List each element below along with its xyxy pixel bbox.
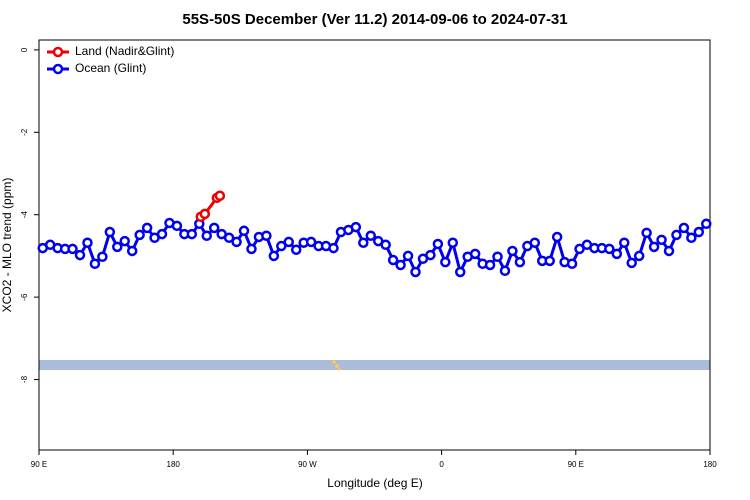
point	[395, 259, 406, 271]
point	[186, 228, 198, 240]
y-tick-label: 0	[20, 47, 29, 52]
surface-speck	[337, 367, 341, 371]
point	[214, 190, 226, 202]
legend-label: Ocean (Glint)	[75, 61, 146, 75]
x-tick-label: 0	[439, 460, 444, 469]
point	[223, 232, 235, 244]
point	[380, 239, 391, 251]
point	[156, 228, 168, 240]
x-tick-label: 90 E	[568, 460, 584, 469]
point	[648, 241, 660, 253]
point	[447, 237, 459, 248]
point	[97, 251, 108, 262]
point	[499, 265, 511, 277]
point	[238, 225, 250, 237]
y-tick-label: -8	[20, 375, 29, 383]
x-tick-label: 180	[703, 460, 717, 469]
point	[261, 230, 272, 241]
point	[82, 237, 93, 248]
chart-title: 55S-50S December (Ver 11.2) 2014-09-06 t…	[182, 11, 567, 28]
y-axis-label: XCO2 - MLO trend (ppm)	[0, 178, 14, 313]
point	[671, 229, 682, 241]
point	[693, 226, 705, 238]
point	[626, 257, 637, 269]
point	[574, 243, 585, 255]
y-tick-label: -6	[20, 293, 29, 301]
legend-marker	[52, 46, 64, 58]
x-axis-label: Longitude (deg E)	[327, 476, 422, 490]
point	[514, 256, 526, 268]
point	[686, 232, 697, 244]
point	[492, 251, 503, 262]
point	[619, 237, 630, 248]
point	[141, 222, 153, 234]
legend-label: Land (Nadir&Glint)	[75, 44, 174, 58]
point	[656, 234, 667, 246]
point	[663, 245, 675, 257]
point	[454, 266, 466, 278]
point	[484, 259, 496, 271]
point	[119, 235, 130, 247]
surface-strip	[39, 360, 710, 370]
point	[641, 227, 652, 239]
y-tick-label: -2	[20, 128, 29, 136]
point	[231, 236, 242, 248]
x-tick-label: 90 W	[298, 460, 317, 469]
point	[134, 229, 145, 241]
point	[208, 222, 220, 234]
point	[701, 218, 712, 230]
point	[365, 230, 377, 241]
x-tick-label: 180	[167, 460, 181, 469]
point	[199, 208, 211, 220]
point	[387, 254, 399, 266]
legend-marker	[52, 63, 64, 75]
point	[104, 226, 116, 238]
point	[67, 243, 78, 255]
point	[604, 243, 615, 255]
point	[529, 237, 541, 248]
point	[74, 249, 86, 261]
point	[611, 248, 623, 260]
point	[126, 245, 138, 257]
point	[268, 250, 280, 262]
point	[410, 266, 421, 278]
point	[469, 248, 481, 260]
point	[566, 258, 578, 269]
point	[425, 249, 436, 261]
point	[350, 221, 362, 233]
point	[551, 231, 563, 243]
point	[290, 244, 302, 255]
x-tick-label: 90 E	[31, 460, 47, 469]
point	[507, 245, 518, 257]
point	[432, 238, 444, 250]
point	[283, 236, 295, 248]
point	[633, 250, 645, 262]
point	[328, 242, 339, 254]
point	[276, 240, 287, 252]
point	[89, 258, 101, 269]
point	[440, 256, 451, 268]
point	[246, 243, 257, 255]
surface-speck	[332, 360, 336, 364]
point	[305, 236, 317, 248]
point	[678, 222, 690, 234]
point	[358, 237, 369, 248]
surface-speck	[335, 364, 339, 368]
point	[171, 220, 183, 232]
point	[201, 230, 212, 241]
y-tick-label: -4	[20, 211, 29, 219]
point	[402, 250, 414, 262]
point	[544, 255, 555, 267]
point	[112, 241, 123, 253]
